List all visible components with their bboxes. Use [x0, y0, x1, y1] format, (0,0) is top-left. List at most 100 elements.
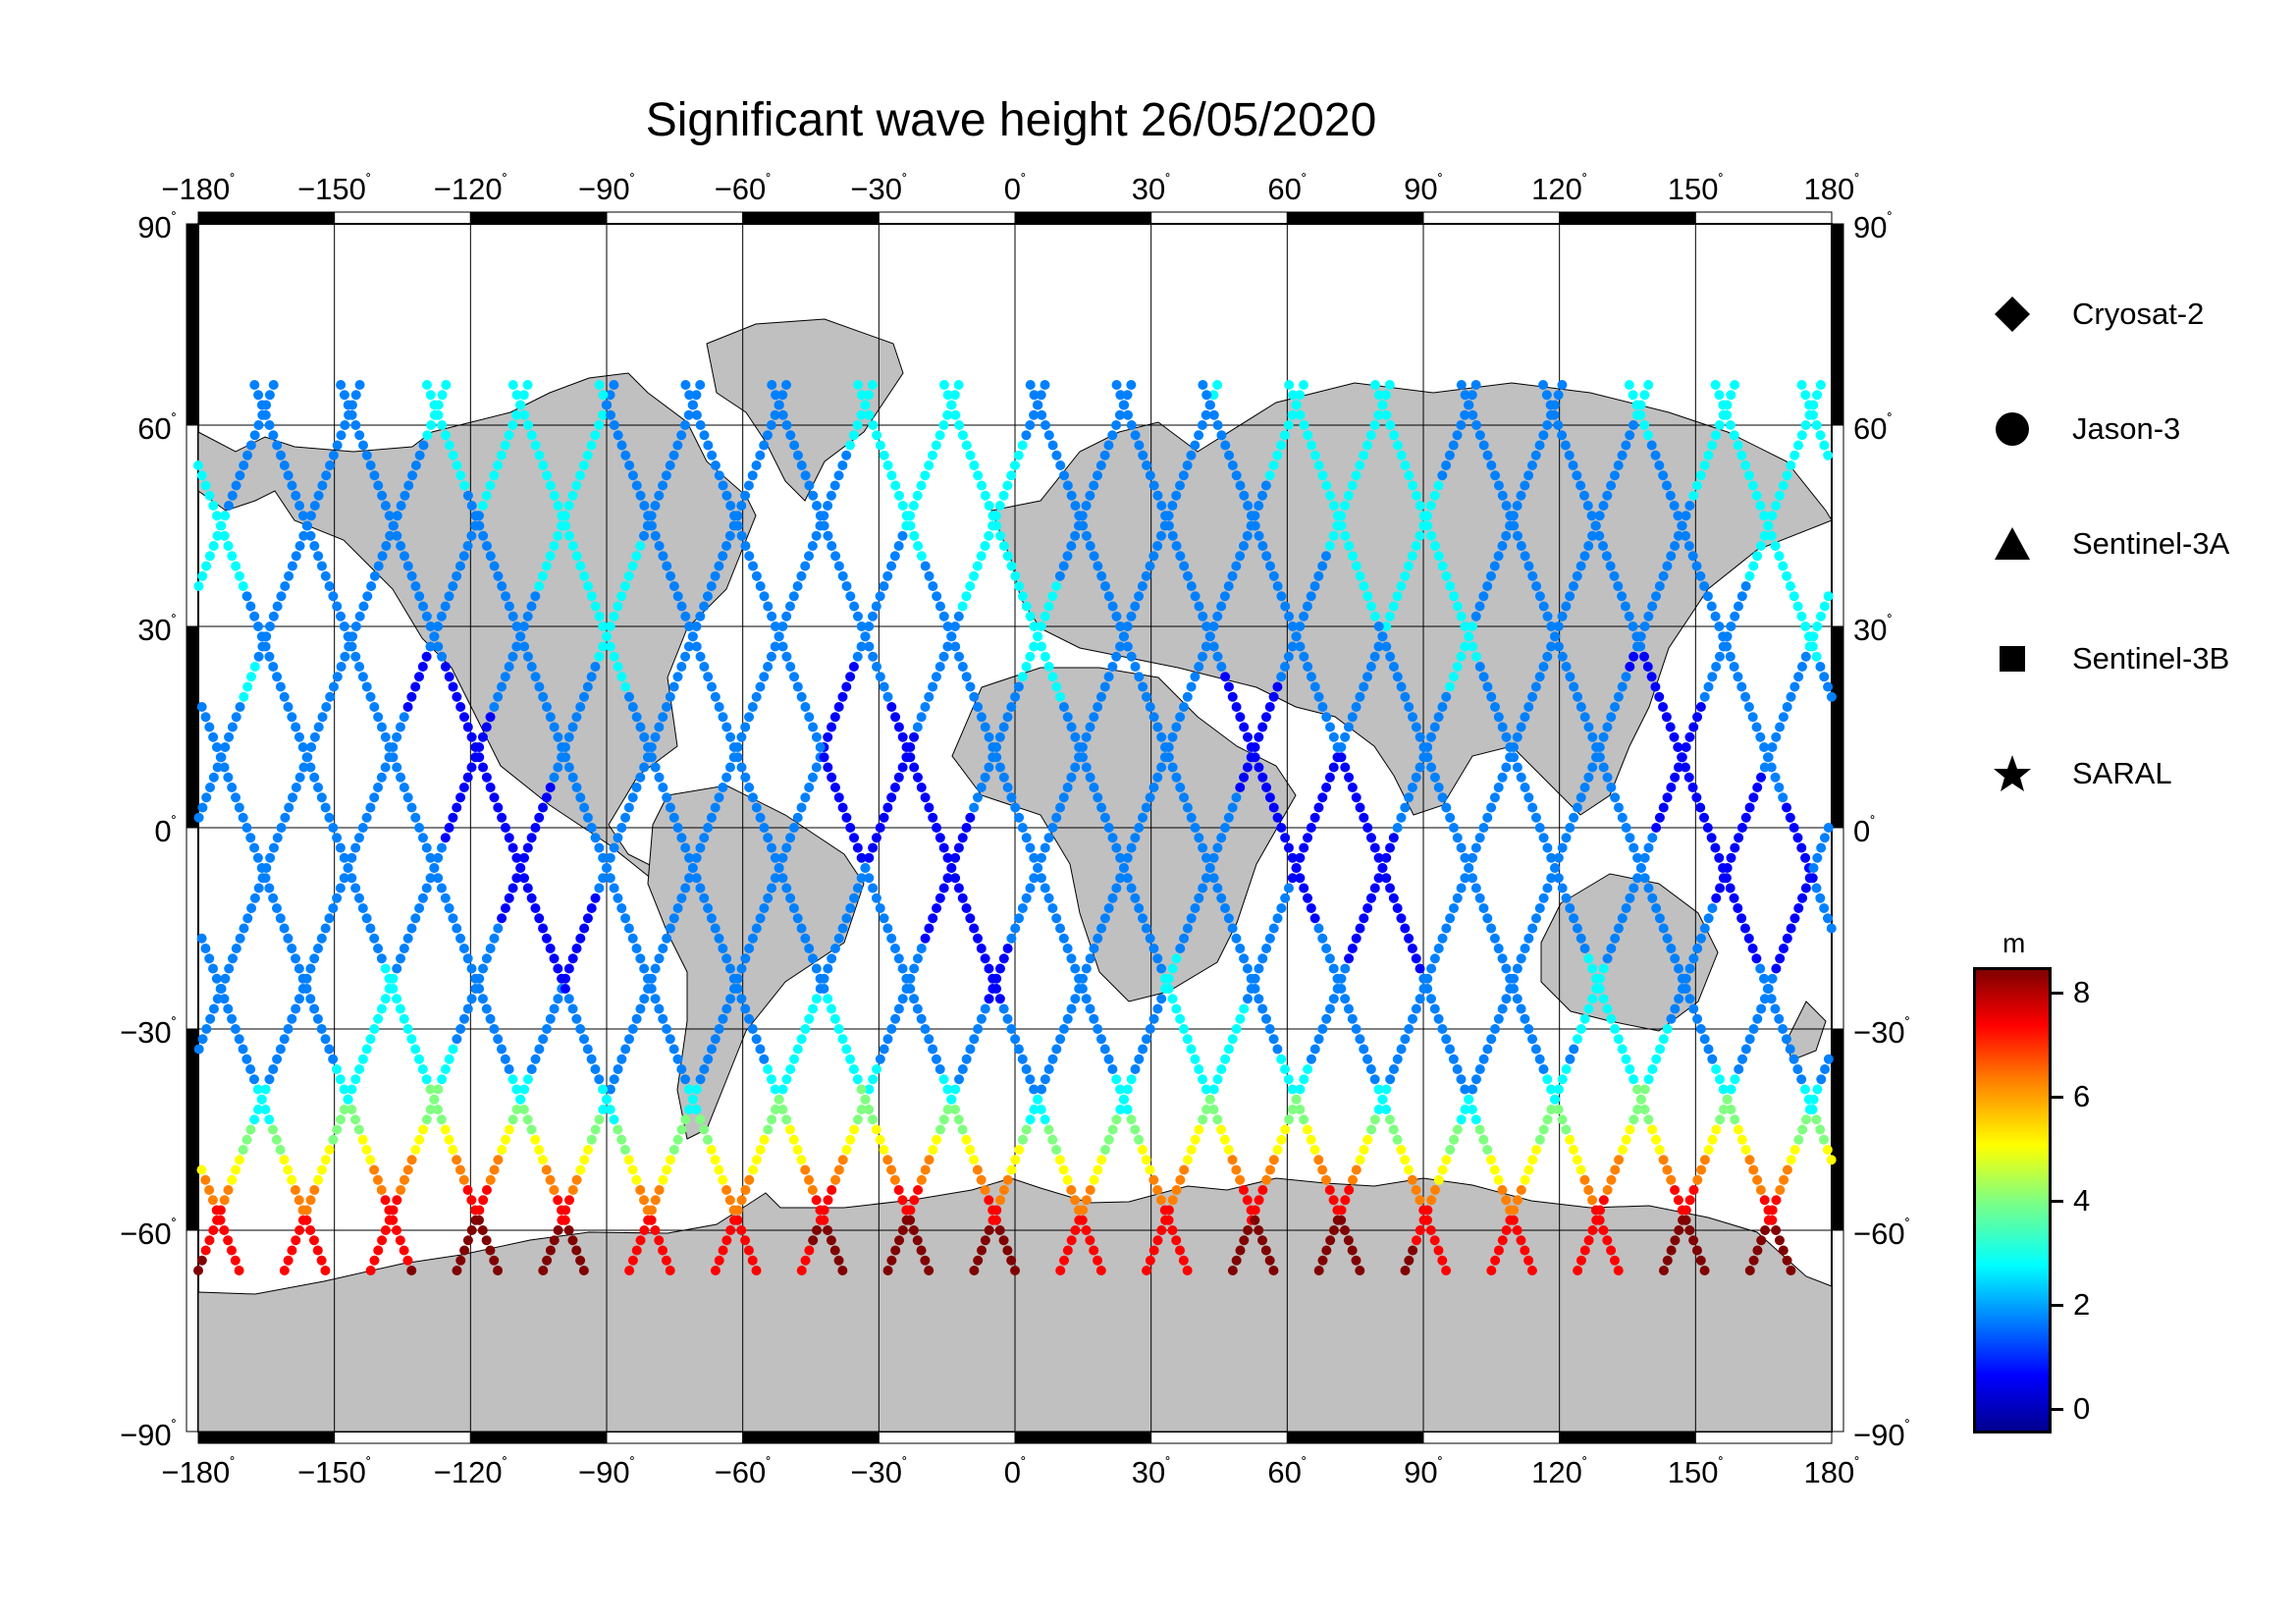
- lon-tick-label: −150˚: [297, 172, 371, 206]
- track-point: [396, 953, 406, 964]
- track-point: [223, 1235, 234, 1246]
- track-point: [1553, 852, 1564, 863]
- track-point: [279, 460, 290, 470]
- track-point: [639, 731, 650, 742]
- track-point: [298, 762, 309, 773]
- track-point: [676, 1124, 687, 1135]
- track-point: [1579, 1245, 1590, 1256]
- track-point: [1710, 842, 1721, 853]
- track-point: [571, 551, 582, 562]
- track-point: [1381, 873, 1392, 884]
- track-point: [1756, 1235, 1767, 1246]
- track-point: [1823, 1054, 1834, 1064]
- track-point: [216, 520, 227, 531]
- track-point: [889, 551, 900, 562]
- track-point: [1789, 681, 1800, 692]
- track-point: [410, 913, 421, 924]
- track-point: [1216, 430, 1227, 441]
- track-point: [1789, 823, 1799, 833]
- track-point: [1257, 722, 1268, 732]
- track-point: [1272, 812, 1283, 823]
- track-point: [1564, 450, 1575, 460]
- track-point: [1250, 984, 1260, 994]
- track-point: [515, 863, 526, 873]
- track-point: [455, 1255, 466, 1266]
- track-point: [777, 1084, 788, 1095]
- track-point: [1816, 1074, 1827, 1085]
- track-point: [1089, 480, 1099, 491]
- track-point: [317, 712, 328, 723]
- track-point: [1569, 913, 1579, 924]
- track-point: [1501, 530, 1512, 541]
- track-point: [1216, 1124, 1227, 1135]
- track-point: [1272, 913, 1283, 924]
- track-point: [946, 1094, 957, 1105]
- track-point: [1815, 1124, 1826, 1135]
- track-point: [1013, 681, 1024, 692]
- track-point: [526, 430, 537, 441]
- track-point: [1620, 601, 1630, 612]
- frame-segment: [334, 211, 471, 225]
- track-point: [1099, 812, 1110, 823]
- track-point: [848, 662, 859, 672]
- track-point: [1238, 541, 1249, 551]
- track-point: [1621, 903, 1631, 913]
- track-point: [1665, 722, 1676, 732]
- track-point: [557, 511, 567, 521]
- track-point: [623, 570, 634, 581]
- track-point: [493, 923, 504, 934]
- track-point: [1736, 591, 1747, 602]
- lat-tick-label: −30˚: [1853, 1015, 1910, 1050]
- track-point: [462, 1235, 473, 1246]
- track-point: [623, 1155, 634, 1165]
- track-point: [373, 712, 384, 723]
- track-point: [1134, 672, 1145, 682]
- track-point: [1489, 933, 1500, 944]
- track-point: [365, 691, 376, 702]
- track-point: [563, 530, 574, 541]
- track-point: [1658, 570, 1669, 581]
- track-point: [283, 1255, 294, 1266]
- track-point: [1010, 460, 1020, 470]
- track-point: [1425, 994, 1436, 1004]
- track-point: [1070, 994, 1081, 1004]
- track-point: [1632, 1105, 1643, 1114]
- track-point: [1516, 541, 1526, 551]
- track-point: [766, 420, 776, 430]
- track-point: [1272, 1044, 1283, 1055]
- track-point: [1625, 893, 1635, 903]
- track-point: [984, 994, 994, 1004]
- track-point: [1526, 460, 1537, 470]
- colorbar-tick-mark: [2052, 1096, 2063, 1099]
- track-point: [373, 480, 384, 491]
- track-point: [1456, 1074, 1467, 1085]
- track-point: [549, 953, 560, 964]
- track-point: [1490, 470, 1501, 481]
- track-point: [1542, 420, 1553, 430]
- track-point: [362, 591, 373, 602]
- track-point: [1449, 1134, 1460, 1145]
- track-point: [339, 873, 349, 884]
- track-point: [1373, 1105, 1384, 1114]
- track-point: [743, 1245, 754, 1256]
- track-point: [1606, 1174, 1617, 1185]
- track-point: [1437, 1164, 1448, 1175]
- track-point: [242, 450, 253, 460]
- track-point: [800, 470, 811, 481]
- track-point: [1445, 1044, 1456, 1055]
- track-point: [823, 994, 833, 1004]
- track-point: [1303, 893, 1313, 903]
- track-point: [392, 963, 402, 974]
- track-point: [1759, 973, 1770, 984]
- track-point: [1313, 1034, 1324, 1045]
- track-point: [1344, 772, 1355, 783]
- track-point: [916, 551, 927, 562]
- track-point: [969, 460, 980, 470]
- track-point: [1527, 570, 1538, 581]
- track-point: [680, 651, 691, 662]
- track-point: [433, 641, 444, 652]
- track-point: [1565, 823, 1575, 833]
- track-point: [1404, 702, 1415, 712]
- track-point: [837, 1034, 848, 1045]
- track-point: [864, 390, 875, 401]
